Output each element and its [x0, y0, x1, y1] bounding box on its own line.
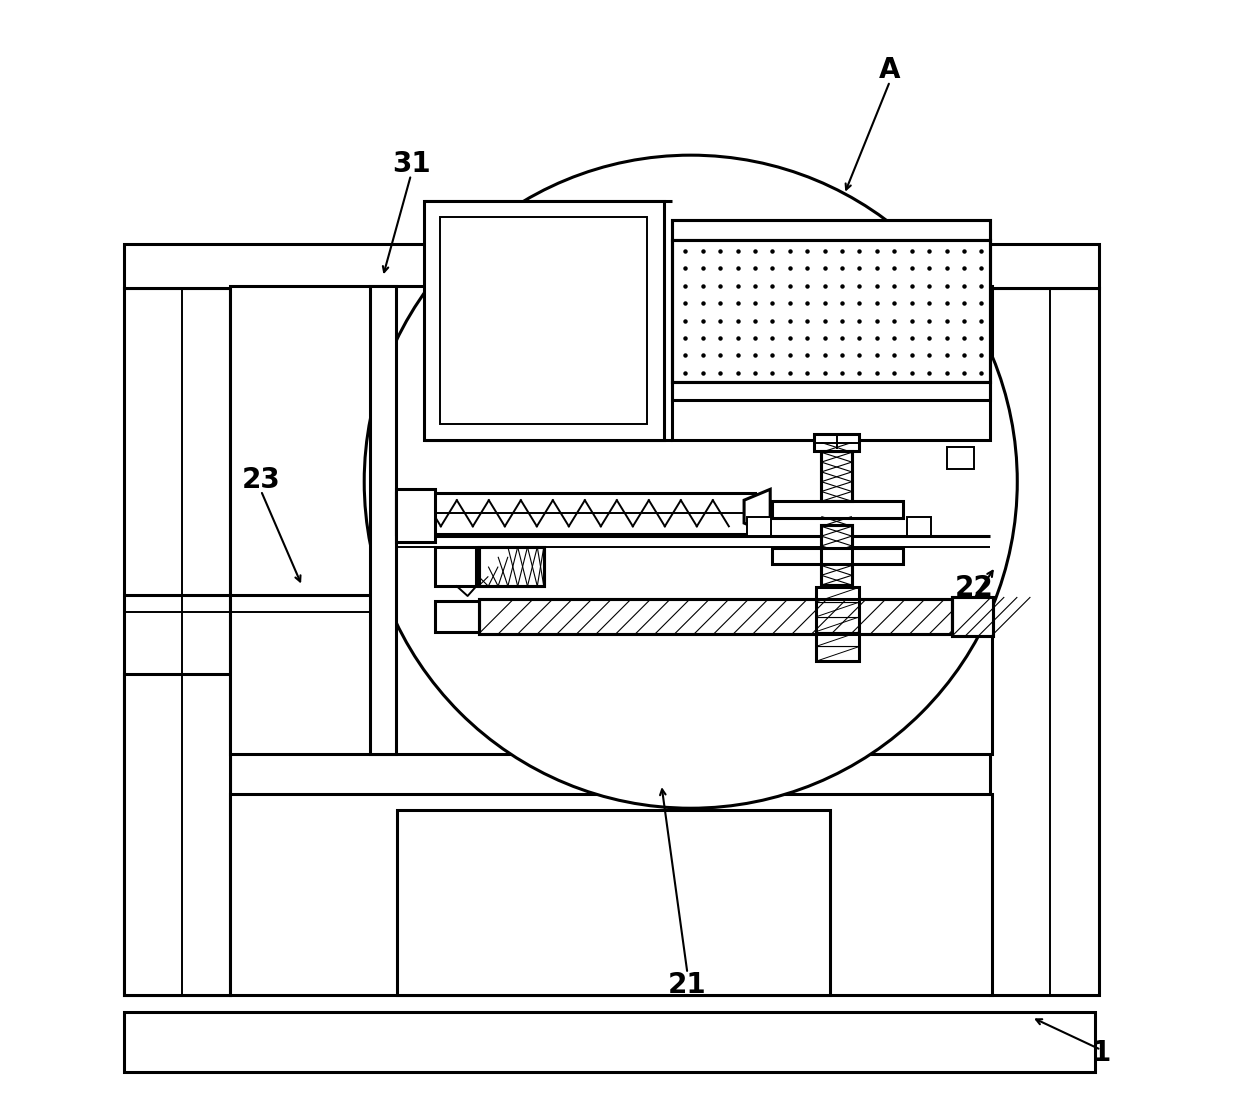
- Text: A: A: [879, 56, 900, 84]
- Bar: [816, 617, 859, 631]
- Bar: [816, 647, 859, 661]
- Bar: [124, 244, 1099, 288]
- Bar: [396, 492, 755, 534]
- Bar: [816, 602, 859, 617]
- Bar: [952, 597, 993, 637]
- Bar: [396, 489, 435, 542]
- Bar: [672, 221, 990, 440]
- Bar: [479, 600, 952, 635]
- Bar: [424, 201, 663, 440]
- Bar: [370, 286, 396, 754]
- Bar: [773, 501, 903, 517]
- Bar: [952, 597, 993, 637]
- Bar: [672, 221, 990, 240]
- Bar: [990, 288, 1099, 996]
- Bar: [440, 218, 647, 424]
- Bar: [672, 382, 990, 400]
- Bar: [479, 547, 544, 586]
- Bar: [672, 240, 990, 382]
- Circle shape: [365, 155, 1017, 808]
- Text: 21: 21: [668, 970, 707, 999]
- Bar: [435, 547, 476, 586]
- Text: 1: 1: [1091, 1039, 1111, 1067]
- Bar: [231, 286, 992, 754]
- Bar: [124, 288, 231, 996]
- Bar: [435, 602, 479, 632]
- Text: 23: 23: [242, 466, 280, 493]
- Bar: [908, 516, 931, 536]
- Bar: [816, 631, 859, 647]
- Text: 22: 22: [955, 574, 993, 603]
- Bar: [231, 794, 992, 996]
- Bar: [672, 240, 990, 382]
- Bar: [821, 451, 852, 501]
- Polygon shape: [744, 489, 770, 534]
- Bar: [821, 525, 852, 585]
- Bar: [397, 811, 830, 996]
- Bar: [816, 587, 859, 661]
- Text: 31: 31: [392, 150, 430, 178]
- Bar: [748, 516, 771, 536]
- Bar: [773, 548, 903, 565]
- Bar: [124, 674, 231, 996]
- Bar: [946, 446, 973, 468]
- Bar: [821, 525, 852, 585]
- Bar: [821, 451, 852, 501]
- Bar: [124, 1012, 1095, 1072]
- Bar: [816, 587, 859, 602]
- Bar: [479, 547, 544, 586]
- Bar: [813, 434, 859, 451]
- Bar: [479, 600, 952, 635]
